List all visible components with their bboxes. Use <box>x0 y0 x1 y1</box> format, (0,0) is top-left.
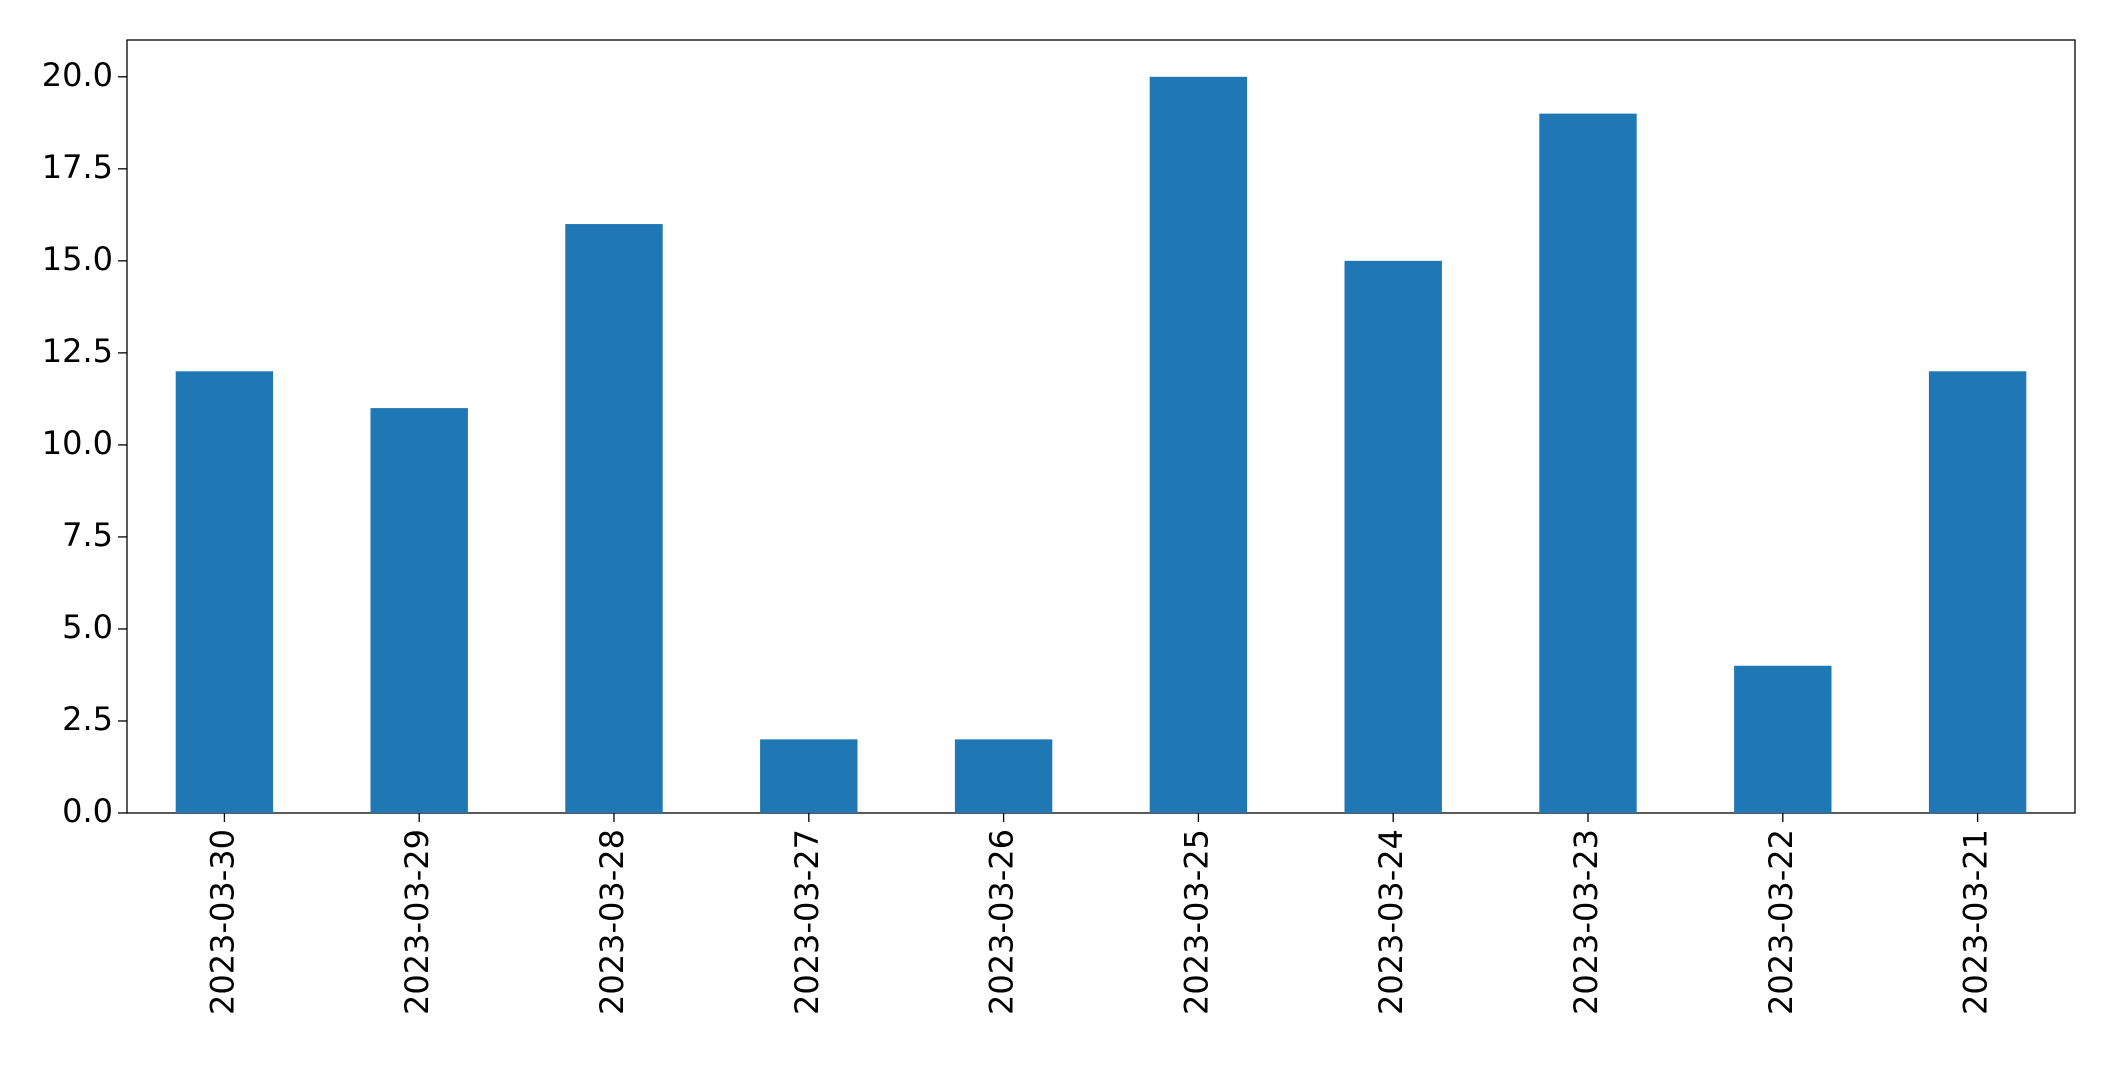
x-tick-label: 2023-03-29 <box>398 829 436 1015</box>
y-tick-label: 17.5 <box>42 148 113 186</box>
y-tick-label: 20.0 <box>42 56 113 94</box>
y-tick-label: 5.0 <box>62 608 113 646</box>
bar <box>1539 113 1637 814</box>
x-tick-label: 2023-03-22 <box>1762 829 1800 1015</box>
bar <box>1928 371 2027 813</box>
bar <box>1344 260 1442 813</box>
bar <box>565 224 663 814</box>
x-tick-label: 2023-03-25 <box>1177 829 1215 1015</box>
plot-frame <box>126 39 2076 814</box>
y-tick-label: 12.5 <box>42 332 113 370</box>
y-tick-label: 7.5 <box>62 516 113 554</box>
y-tick-label: 15.0 <box>42 240 113 278</box>
y-tick-label: 2.5 <box>62 700 113 738</box>
bar <box>954 739 1053 813</box>
x-tick-label: 2023-03-28 <box>593 829 631 1015</box>
x-tick-label: 2023-03-30 <box>203 829 241 1015</box>
bar <box>175 371 274 813</box>
x-tick-label: 2023-03-21 <box>1957 829 1995 1015</box>
x-tick-label: 2023-03-27 <box>788 829 826 1015</box>
bar <box>760 739 858 813</box>
x-tick-label: 2023-03-24 <box>1372 829 1410 1015</box>
x-tick-label: 2023-03-26 <box>983 829 1021 1015</box>
bar <box>370 408 468 813</box>
bar <box>1734 665 1832 813</box>
x-tick-label: 2023-03-23 <box>1567 829 1605 1015</box>
bar <box>1149 76 1248 814</box>
y-tick-label: 10.0 <box>42 424 113 462</box>
y-tick-label: 0.0 <box>62 792 113 830</box>
